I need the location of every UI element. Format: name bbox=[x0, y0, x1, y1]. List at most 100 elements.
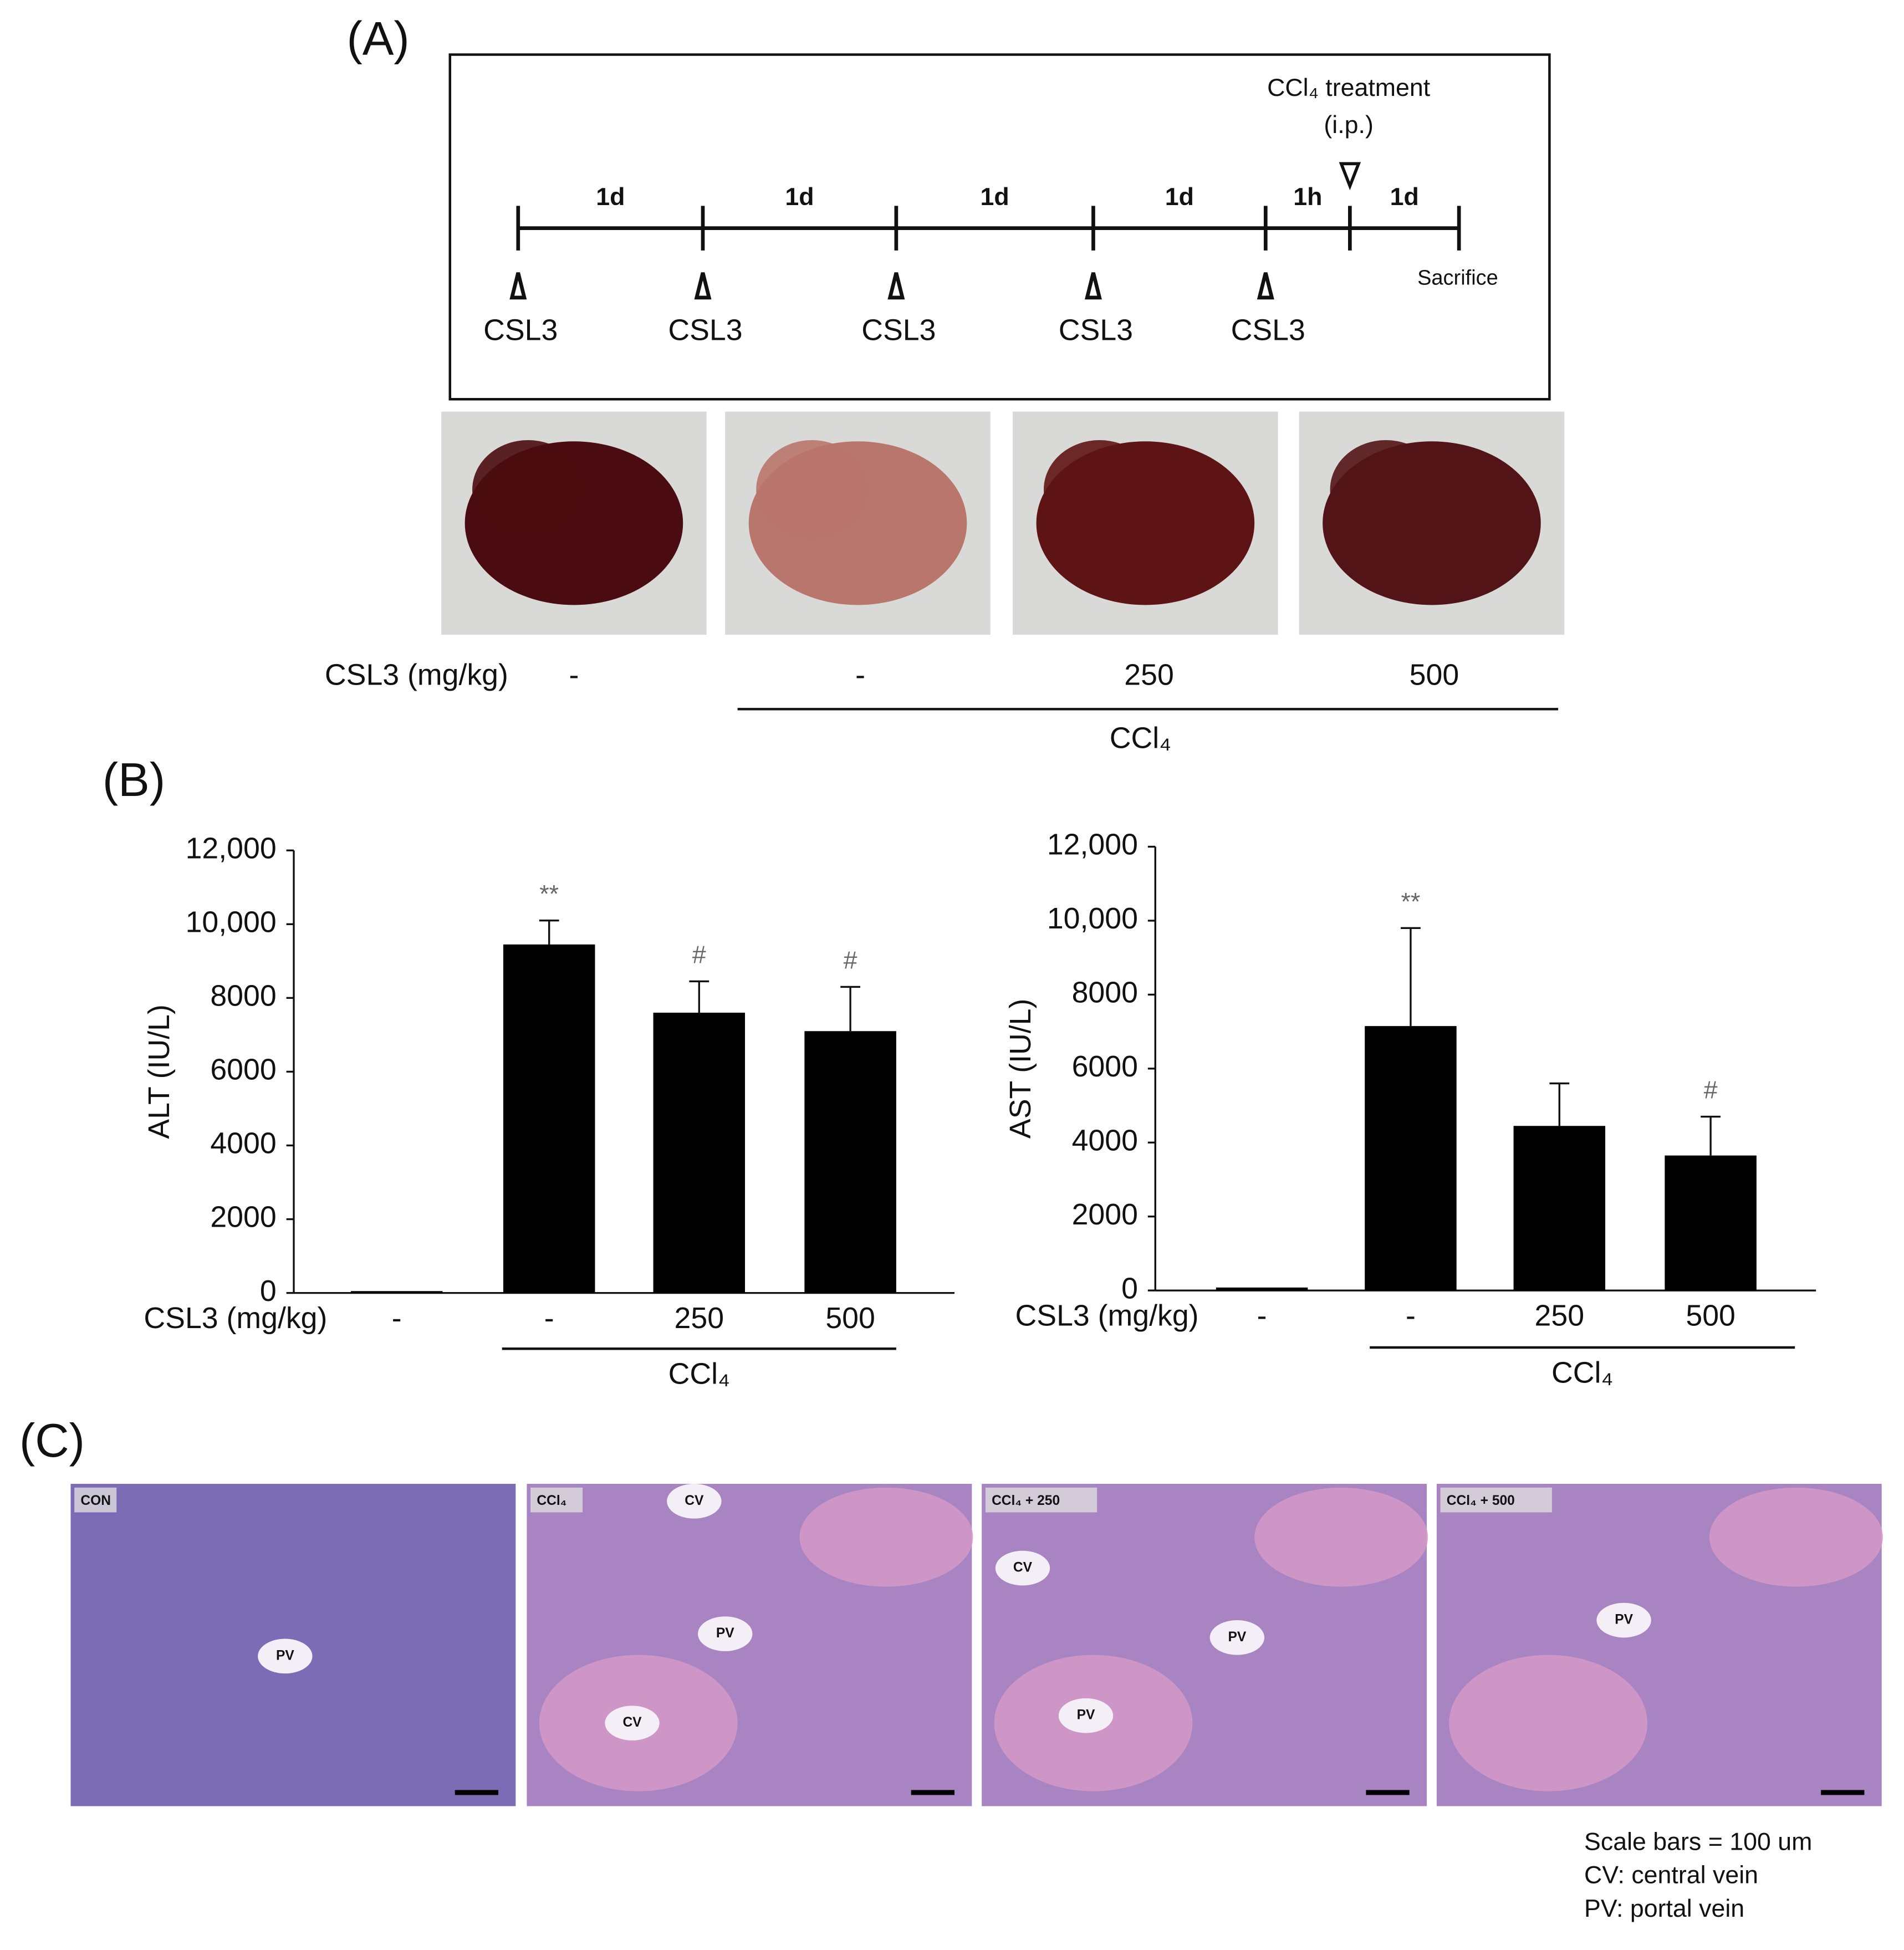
y-tick-label: 12,000 bbox=[1047, 828, 1138, 861]
vessel bbox=[1058, 1698, 1114, 1733]
y-tick-label: 0 bbox=[1121, 1272, 1138, 1305]
x-tick-label: 250 bbox=[675, 1301, 724, 1335]
dose-arrow bbox=[1084, 272, 1102, 300]
vessel bbox=[605, 1706, 660, 1740]
significance: # bbox=[844, 947, 857, 974]
legend-line: Scale bars = 100 um bbox=[1584, 1828, 1812, 1855]
bar bbox=[653, 1012, 746, 1293]
image-label-bg bbox=[985, 1487, 1098, 1513]
y-tick-label: 0 bbox=[260, 1274, 277, 1308]
dose-label: CSL3 bbox=[1059, 314, 1133, 347]
route-label: (i.p.) bbox=[1324, 111, 1373, 139]
dose-axis-label: CSL3 (mg/kg) bbox=[325, 658, 508, 691]
image-label: CCl₄ + 250 bbox=[992, 1493, 1060, 1508]
x-axis-label: CSL3 (mg/kg) bbox=[1015, 1299, 1199, 1333]
dose-arrow bbox=[509, 272, 527, 300]
necrotic-area bbox=[1709, 1487, 1883, 1587]
group-label: CCl₄ bbox=[1551, 1356, 1613, 1389]
group-label: 250 bbox=[1124, 658, 1174, 691]
liver-lobe bbox=[1043, 440, 1156, 539]
y-tick-label: 10,000 bbox=[1047, 902, 1138, 935]
significance: # bbox=[1704, 1077, 1718, 1104]
dose-label: CSL3 bbox=[668, 314, 742, 347]
vessel bbox=[1596, 1602, 1651, 1638]
group-treatment: CCl₄ bbox=[1110, 721, 1171, 754]
y-tick-label: 8000 bbox=[1072, 976, 1138, 1009]
liver-lobe bbox=[1330, 440, 1442, 539]
bar bbox=[1216, 1287, 1308, 1291]
interval-label: 1d bbox=[1390, 183, 1419, 211]
significance: ** bbox=[539, 881, 559, 908]
y-tick-label: 2000 bbox=[210, 1201, 276, 1234]
necrotic-area bbox=[1449, 1655, 1648, 1791]
x-tick-label: - bbox=[1406, 1299, 1416, 1333]
vessel-label: PV bbox=[716, 1626, 734, 1641]
y-axis-label: AST (IU/L) bbox=[1004, 999, 1037, 1139]
x-tick-label: - bbox=[1257, 1299, 1267, 1333]
interval-label: 1d bbox=[981, 183, 1009, 211]
dose-arrow bbox=[1257, 272, 1274, 300]
end-label: Sacrifice bbox=[1417, 266, 1498, 289]
x-axis-label: CSL3 (mg/kg) bbox=[144, 1301, 327, 1335]
vessel bbox=[698, 1616, 753, 1651]
bar bbox=[1513, 1126, 1606, 1291]
image-label: CCl₄ bbox=[537, 1493, 566, 1508]
image-label-bg bbox=[1440, 1487, 1552, 1513]
treatment-label: CCl₄ treatment bbox=[1267, 74, 1431, 101]
x-tick-label: 500 bbox=[1686, 1299, 1735, 1333]
liver-lobe bbox=[472, 440, 584, 539]
group-label: CCl₄ bbox=[668, 1357, 730, 1391]
y-tick-label: 2000 bbox=[1072, 1198, 1138, 1231]
x-tick-label: - bbox=[392, 1301, 402, 1335]
y-tick-label: 6000 bbox=[210, 1053, 276, 1086]
group-label: - bbox=[569, 658, 579, 691]
significance: # bbox=[692, 942, 706, 969]
bar bbox=[1365, 1026, 1457, 1291]
vessel-label: CV bbox=[685, 1493, 704, 1508]
x-tick-label: - bbox=[544, 1301, 554, 1335]
panel-label: (B) bbox=[103, 754, 165, 806]
bar bbox=[503, 944, 595, 1293]
y-tick-label: 12,000 bbox=[186, 831, 277, 865]
dose-label: CSL3 bbox=[861, 314, 936, 347]
significance: ** bbox=[1401, 888, 1421, 915]
treatment-arrow bbox=[1339, 162, 1361, 191]
dose-arrow bbox=[887, 272, 905, 300]
necrotic-area bbox=[1254, 1487, 1428, 1587]
vessel bbox=[667, 1484, 722, 1519]
vessel bbox=[1209, 1620, 1265, 1655]
x-tick-label: 250 bbox=[1535, 1299, 1585, 1333]
panel-label: (C) bbox=[19, 1415, 85, 1467]
vessel-label: CV bbox=[1013, 1560, 1033, 1575]
y-tick-label: 6000 bbox=[1072, 1050, 1138, 1083]
vessel bbox=[995, 1550, 1050, 1586]
dose-arrow bbox=[694, 272, 712, 300]
image-label: CON bbox=[80, 1493, 111, 1508]
bar bbox=[804, 1031, 896, 1293]
vessel-label: PV bbox=[1228, 1630, 1246, 1645]
interval-label: 1d bbox=[785, 183, 814, 211]
group-label: - bbox=[855, 658, 865, 691]
vessel-label: PV bbox=[276, 1648, 294, 1663]
dose-label: CSL3 bbox=[1231, 314, 1305, 347]
image-label-bg bbox=[74, 1487, 117, 1513]
y-axis-label: ALT (IU/L) bbox=[142, 1004, 176, 1139]
dose-label: CSL3 bbox=[483, 314, 558, 347]
bar bbox=[350, 1291, 443, 1293]
panel-label: (A) bbox=[346, 13, 409, 65]
interval-label: 1d bbox=[1165, 183, 1194, 211]
y-tick-label: 4000 bbox=[1072, 1124, 1138, 1157]
vessel-label: PV bbox=[1615, 1612, 1633, 1627]
y-tick-label: 8000 bbox=[210, 979, 276, 1013]
bar bbox=[1665, 1155, 1757, 1291]
y-tick-label: 10,000 bbox=[186, 905, 277, 938]
timeline-box bbox=[448, 53, 1551, 401]
image-label: CCl₄ + 500 bbox=[1447, 1493, 1515, 1508]
interval-label: 1h bbox=[1293, 183, 1322, 211]
interval-label: 1d bbox=[596, 183, 625, 211]
y-tick-label: 4000 bbox=[210, 1127, 276, 1160]
group-label: 500 bbox=[1410, 658, 1459, 691]
liver-lobe bbox=[756, 440, 868, 539]
